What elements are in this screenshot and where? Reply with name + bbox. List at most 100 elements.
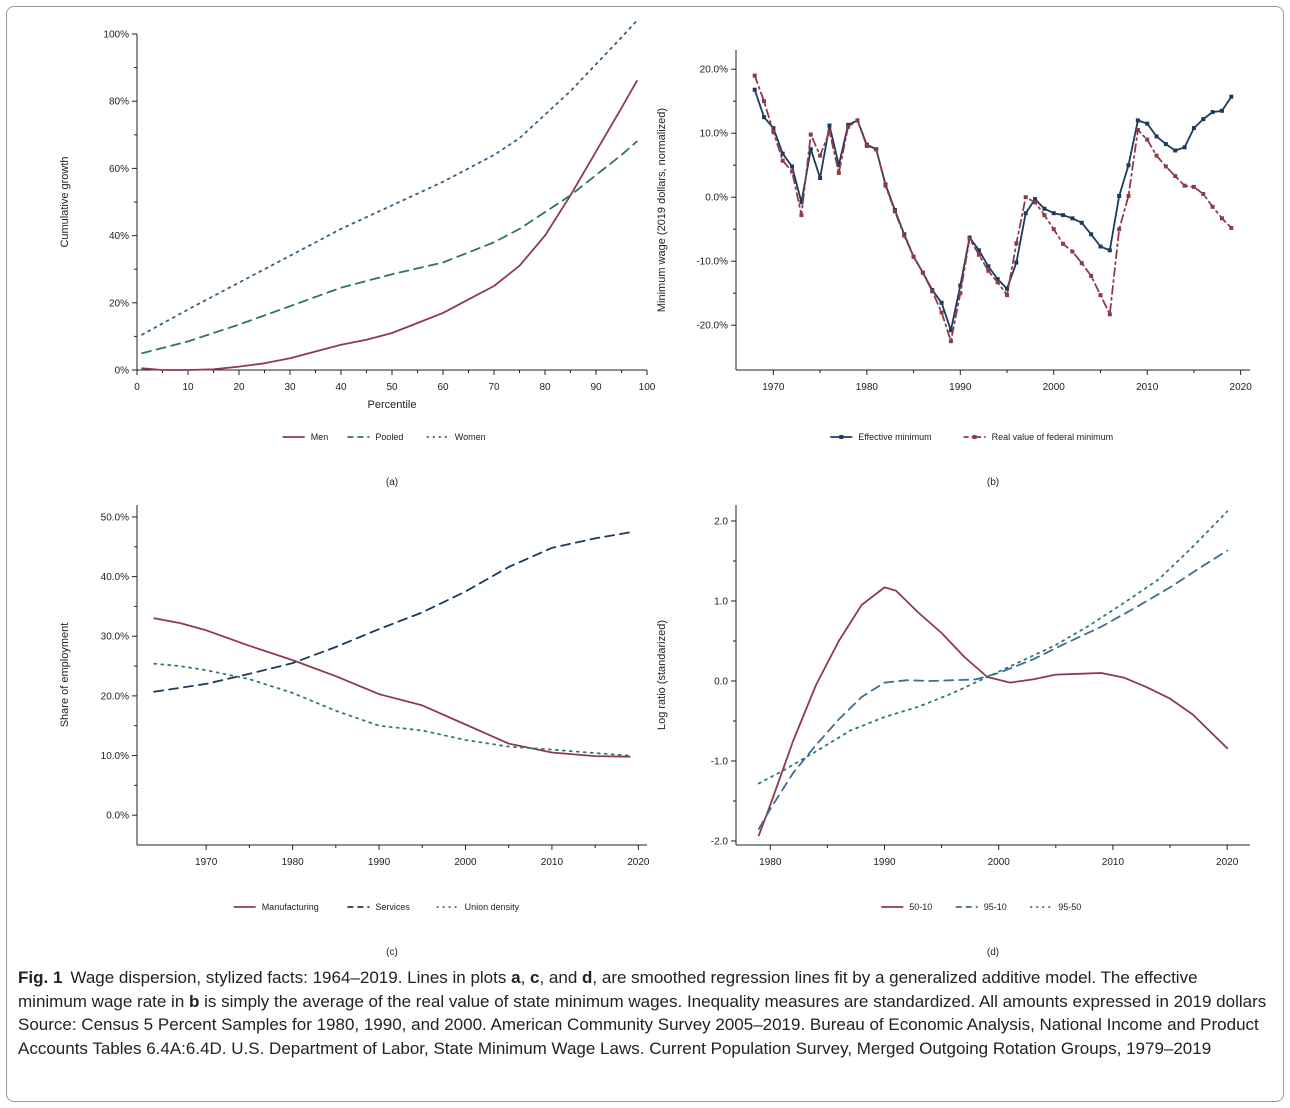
data-point-marker xyxy=(1107,312,1112,317)
y-axis-label: Share of employment xyxy=(59,623,71,728)
legend-marker xyxy=(972,435,977,439)
panel-label: (d) xyxy=(987,947,999,958)
legend-marker xyxy=(839,435,844,439)
y-tick-label: 10.0% xyxy=(700,129,728,140)
data-point-marker xyxy=(1219,108,1224,113)
data-point-marker xyxy=(1051,211,1056,216)
y-tick-label: 40.0% xyxy=(101,572,129,583)
data-point-marker xyxy=(1023,211,1028,216)
x-tick-label: 80 xyxy=(539,382,551,393)
y-tick-label: 20.0% xyxy=(700,65,728,76)
caption-bold-a: a xyxy=(511,968,521,987)
legend-label: Manufacturing xyxy=(262,902,319,912)
series-line-manufacturing xyxy=(153,617,631,758)
figure-panels: 0% 20% 40% 60% 80% 100% 0 10 20 30 40 50 60 70 80 90 100… xyxy=(59,19,1252,958)
data-point-marker xyxy=(939,300,944,305)
series-line-50-10 xyxy=(757,586,1229,837)
x-tick-label: 1980 xyxy=(281,857,304,868)
x-tick-label: 2020 xyxy=(1230,382,1253,393)
data-point-marker xyxy=(1061,241,1066,246)
x-tick-label: 1990 xyxy=(368,857,391,868)
y-axis-label: Log ratio (standarized) xyxy=(656,620,668,730)
data-point-marker xyxy=(1163,142,1168,147)
y-tick-label: -10.0% xyxy=(696,257,728,268)
y-tick-label: -2.0 xyxy=(711,837,729,848)
data-point-marker xyxy=(874,147,879,152)
data-point-marker xyxy=(790,164,795,169)
data-point-marker xyxy=(976,252,981,257)
x-tick-label: 1990 xyxy=(873,857,896,868)
data-point-marker xyxy=(762,99,767,104)
caption-fig-label: Fig. 1 xyxy=(18,968,63,987)
x-tick-label: 70 xyxy=(488,382,500,393)
data-point-marker xyxy=(1098,293,1103,298)
data-point-marker xyxy=(1042,213,1047,218)
data-point-marker xyxy=(920,270,925,275)
x-tick-label: 50 xyxy=(386,382,398,393)
data-point-marker xyxy=(1135,118,1140,123)
data-point-marker xyxy=(1219,216,1224,221)
figure-caption: Fig. 1 Wage dispersion, stylized facts: 1… xyxy=(18,966,1268,1060)
data-point-marker xyxy=(930,289,935,294)
data-point-marker xyxy=(958,283,963,288)
y-tick-label: 30.0% xyxy=(101,632,129,643)
y-tick-label: 50.0% xyxy=(101,512,129,523)
y-tick-label: 60% xyxy=(109,164,129,175)
data-point-marker xyxy=(1117,193,1122,198)
data-point-marker xyxy=(818,176,823,180)
data-point-marker xyxy=(1005,293,1010,298)
y-tick-label: 20.0% xyxy=(101,691,129,702)
x-tick-label: 20 xyxy=(233,382,245,393)
y-tick-label: 40% xyxy=(109,231,129,242)
x-tick-label: 2020 xyxy=(627,857,650,868)
data-point-marker xyxy=(1070,216,1075,221)
data-point-marker xyxy=(827,129,832,134)
data-point-marker xyxy=(846,124,851,129)
data-point-marker xyxy=(1061,213,1066,218)
data-point-marker xyxy=(1033,197,1038,202)
series-line-real-value-of-federal-minimum xyxy=(753,74,1233,343)
data-point-marker xyxy=(790,169,795,174)
data-point-marker xyxy=(771,126,776,131)
series-line-95-10 xyxy=(757,549,1229,830)
y-tick-label: 20% xyxy=(109,298,129,309)
data-point-marker xyxy=(1229,225,1234,230)
legend-label: Effective minimum xyxy=(858,432,931,442)
data-point-marker xyxy=(771,129,776,134)
y-axis-label: Cumulative growth xyxy=(59,156,71,247)
data-point-marker xyxy=(808,132,813,137)
caption-text: is simply the average of the real value … xyxy=(18,991,1267,1058)
data-point-marker xyxy=(1089,273,1094,278)
x-tick-label: 1970 xyxy=(762,382,785,393)
data-point-marker xyxy=(1033,200,1038,205)
chart-panel-b: -20.0% -10.0% 0.0% 10.0% 20.0% 1970 1980 1990 20… xyxy=(656,50,1252,488)
caption-text: Wage dispersion, stylized facts: 1964–20… xyxy=(70,968,512,987)
data-point-marker xyxy=(939,310,944,315)
y-tick-label: 0.0% xyxy=(106,811,129,822)
data-point-marker xyxy=(1201,117,1206,122)
x-tick-label: 2000 xyxy=(1043,382,1066,393)
x-tick-label: 2010 xyxy=(1102,857,1125,868)
x-tick-label: 100 xyxy=(639,382,656,393)
series-line-effective-minimum xyxy=(753,88,1233,332)
data-point-marker xyxy=(1210,110,1215,115)
data-point-marker xyxy=(1126,193,1131,198)
x-tick-label: 2020 xyxy=(1216,857,1239,868)
data-point-marker xyxy=(1201,192,1206,196)
data-point-marker xyxy=(1098,244,1103,249)
caption-text: , are smoothed regression lines fit by a… xyxy=(18,968,1198,1011)
series-line-95-50 xyxy=(757,510,1229,785)
data-point-marker xyxy=(855,118,860,123)
data-point-marker xyxy=(1163,164,1168,169)
data-point-marker xyxy=(995,280,1000,285)
x-axis-label: Percentile xyxy=(368,399,417,411)
figure-frame xyxy=(6,6,1284,1102)
data-point-marker xyxy=(1182,145,1187,150)
y-tick-label: 0% xyxy=(115,366,130,377)
x-tick-label: 2000 xyxy=(988,857,1011,868)
data-point-marker xyxy=(836,170,841,175)
caption-text: , xyxy=(520,968,531,987)
data-point-marker xyxy=(1079,220,1084,225)
data-point-marker xyxy=(1154,134,1159,139)
panel-label: (c) xyxy=(386,947,398,958)
